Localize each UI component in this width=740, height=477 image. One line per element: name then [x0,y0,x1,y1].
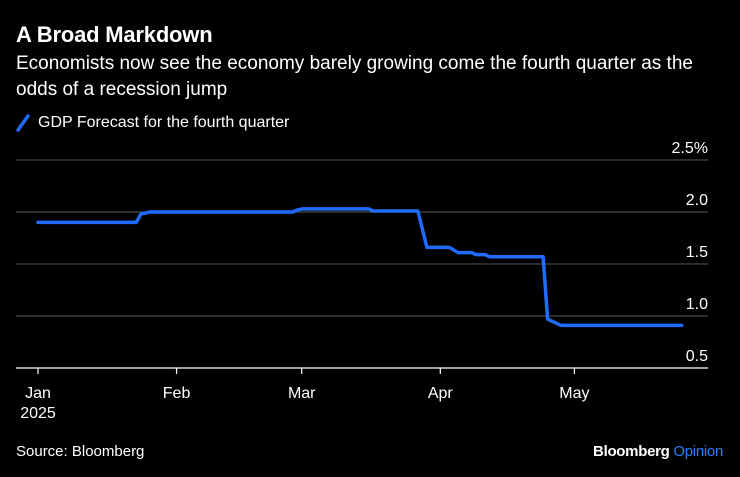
legend-swatch [16,114,30,132]
chart-title: A Broad Markdown [16,22,213,47]
chart-subtitle: Economists now see the economy barely gr… [16,53,693,100]
brand-logo: Bloomberg Opinion [593,443,723,460]
x-tick-sublabel: 2025 [20,405,56,422]
x-tick-label: Mar [288,385,316,402]
y-tick-label: 1.0 [686,296,708,313]
y-tick-label: 1.5 [686,244,708,261]
line-chart: Jan 2025 Feb Mar Apr May 2.5% 2.0 1.5 1.0 0.5 [16,140,708,422]
source-note: Source: Bloomberg [16,443,145,460]
series-line-gdp-forecast [36,207,684,328]
legend-label: GDP Forecast for the fourth quarter [38,114,290,131]
brand-accent: Opinion [673,443,723,460]
y-tick-label: 0.5 [686,348,708,365]
y-tick-label: 2.0 [686,192,708,209]
x-tick-label: Feb [163,385,191,402]
x-tick-label: Jan [25,385,51,402]
legend: GDP Forecast for the fourth quarter [16,114,289,132]
x-tick-label: May [559,385,589,402]
y-tick-label: 2.5% [672,140,708,157]
x-tick-label: Apr [428,385,454,402]
brand-main: Bloomberg [593,443,670,460]
